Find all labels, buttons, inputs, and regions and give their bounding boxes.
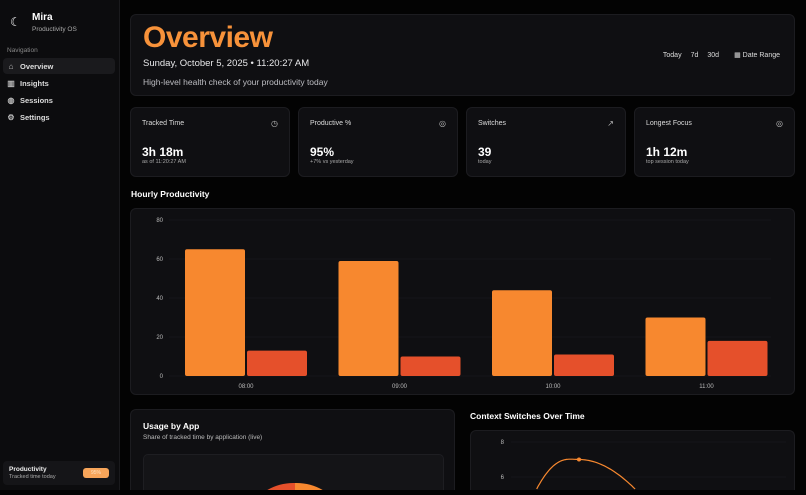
current-datetime: Sunday, October 5, 2025 • 11:20:27 AM (143, 58, 310, 69)
bar[interactable] (554, 354, 614, 376)
productivity-summary: Productivity Tracked time today 95% (3, 461, 115, 485)
calendar-icon: ▦ (734, 52, 741, 59)
stat-sub: as of 11:20:27 AM (142, 159, 186, 165)
sidebar-nav: ⌂ Overview ▥ Insights ◍ Sessions ⚙ Settings (3, 58, 115, 126)
data-point (577, 457, 581, 462)
x-tick-label: 10:00 (545, 384, 561, 390)
usage-title: Usage by App (143, 421, 200, 431)
trending-up-icon: ↗ (607, 119, 614, 128)
bar[interactable] (400, 356, 461, 377)
clock-icon: ◷ (271, 119, 278, 128)
date-range-button[interactable]: ▦ Date Range (734, 51, 780, 59)
stat-sub: today (478, 159, 492, 165)
x-tick-label: 11:00 (699, 384, 714, 390)
usage-card: Usage by App Share of tracked time by ap… (130, 409, 455, 490)
stat-card-productive: Productive % ◎ 95% +7% vs yesterday (298, 107, 458, 177)
usage-subtitle: Share of tracked time by application (li… (143, 434, 263, 441)
stat-title: Switches (478, 120, 507, 127)
bar[interactable] (492, 290, 552, 376)
bar[interactable] (247, 350, 307, 376)
range-30d-button[interactable]: 30d (707, 51, 720, 59)
stat-value: 39 (478, 145, 492, 159)
stat-card-switches: Switches ↗ 39 today (466, 107, 626, 177)
x-tick-label: 08:00 (238, 384, 254, 390)
sidebar-item-overview[interactable]: ⌂ Overview (3, 58, 115, 74)
stat-sub: top session today (646, 159, 689, 165)
usage-pie-chart (267, 482, 323, 490)
y-tick-label: 0 (160, 374, 164, 380)
y-tick-label: 20 (156, 335, 163, 341)
sidebar-item-settings[interactable]: ⚙ Settings (3, 109, 115, 125)
home-icon: ⌂ (8, 61, 14, 71)
date-range-label: Date Range (742, 52, 780, 59)
stat-sub: +7% vs yesterday (310, 159, 354, 165)
series-line (536, 458, 636, 490)
pie-slice[interactable] (267, 482, 295, 490)
stat-card-longest-focus: Longest Focus ◎ 1h 12m top session today (634, 107, 795, 177)
target-icon: ◎ (776, 119, 783, 128)
sidebar-item-label: Insights (20, 78, 49, 88)
sidebar-item-insights[interactable]: ▥ Insights (3, 75, 115, 91)
y-tick-label: 40 (156, 296, 163, 302)
sidebar-item-sessions[interactable]: ◍ Sessions (3, 92, 115, 108)
hourly-bar-chart: 0 20 40 60 80 08:00 09:00 10:00 11:00 (156, 218, 771, 390)
y-tick-label: 6 (501, 475, 505, 481)
stat-value: 3h 18m (142, 145, 184, 159)
y-tick-label: 80 (156, 218, 163, 224)
y-tick-label: 60 (156, 257, 163, 263)
summary-title: Productivity (9, 466, 47, 473)
circle-icon: ◍ (7, 95, 15, 105)
brand-subtitle: Productivity OS (32, 26, 77, 33)
nav-section-label: Navigation (7, 47, 38, 54)
range-selector: Today 7d 30d ▦ Date Range (662, 51, 780, 60)
page-title: Overview (143, 21, 273, 54)
summary-badge: 95% (83, 468, 109, 478)
overview-header: Overview Sunday, October 5, 2025 • 11:20… (130, 14, 795, 96)
y-tick-label: 8 (501, 440, 505, 446)
stat-card-tracked-time: Tracked Time ◷ 3h 18m as of 11:20:27 AM (130, 107, 290, 177)
stat-value: 95% (310, 145, 335, 159)
bar[interactable] (185, 249, 245, 376)
range-7d-button[interactable]: 7d (690, 51, 699, 59)
sidebar-item-label: Overview (20, 61, 54, 71)
stat-title: Longest Focus (646, 120, 692, 127)
bar[interactable] (645, 317, 706, 377)
usage-pie-area (143, 454, 444, 490)
hourly-title: Hourly Productivity (131, 189, 210, 199)
moon-icon: ☾ (10, 15, 21, 29)
switches-line-chart: 68 (501, 440, 786, 490)
stat-value: 1h 12m (646, 145, 688, 159)
target-icon: ◎ (439, 119, 446, 128)
pie-slice[interactable] (295, 482, 323, 490)
sidebar: ☾ Mira Productivity OS Navigation ⌂ Overv… (0, 0, 120, 490)
x-tick-label: 09:00 (392, 384, 408, 390)
page-subtitle: High-level health check of your producti… (143, 77, 328, 87)
bar-chart-icon: ▥ (7, 78, 15, 88)
summary-subtitle: Tracked time today (9, 474, 56, 480)
brand: ☾ Mira Productivity OS (10, 12, 77, 33)
switches-title: Context Switches Over Time (470, 411, 585, 421)
sidebar-item-label: Settings (20, 112, 50, 122)
bar[interactable] (707, 340, 768, 376)
gear-icon: ⚙ (7, 112, 15, 122)
hourly-chart-card: 0 20 40 60 80 08:00 09:00 10:00 11:00 (130, 208, 795, 395)
bar[interactable] (338, 260, 399, 376)
stat-title: Productive % (310, 120, 352, 127)
brand-name: Mira (32, 12, 53, 23)
range-today-button[interactable]: Today (662, 51, 682, 59)
sidebar-item-label: Sessions (20, 95, 53, 105)
stat-title: Tracked Time (142, 120, 185, 127)
